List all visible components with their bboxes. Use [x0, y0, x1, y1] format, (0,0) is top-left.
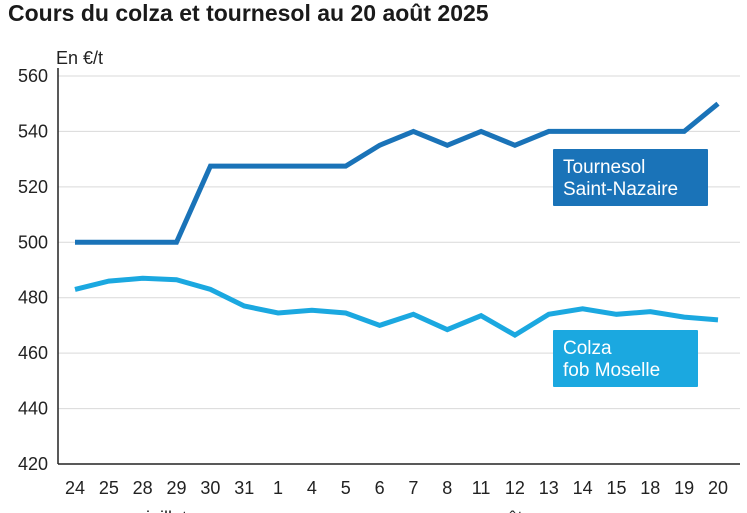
- x-tick-label: 4: [307, 478, 317, 498]
- y-tick-label: 560: [18, 66, 48, 86]
- y-tick-label: 540: [18, 121, 48, 141]
- x-tick-label: 31: [234, 478, 254, 498]
- y-tick-label: 500: [18, 232, 48, 252]
- chart-title: Cours du colza et tournesol au 20 août 2…: [8, 0, 489, 26]
- month-label: août: [487, 508, 522, 513]
- x-tick-label: 20: [708, 478, 728, 498]
- x-tick-label: 11: [472, 478, 491, 498]
- x-tick-label: 15: [606, 478, 626, 498]
- x-tick-label: 14: [573, 478, 593, 498]
- series-label-text: Colza: [563, 338, 612, 359]
- y-tick-label: 460: [18, 343, 48, 363]
- series-label-box: [553, 330, 698, 387]
- x-tick-label: 1: [273, 478, 283, 498]
- x-tick-label: 24: [65, 478, 85, 498]
- y-axis-unit-label: En €/t: [56, 48, 103, 68]
- x-tick-label: 19: [674, 478, 694, 498]
- y-tick-labels: 420 440 460 480 500 520 540 560: [18, 66, 48, 474]
- series-label-text: Tournesol: [563, 157, 645, 178]
- x-tick-label: 6: [375, 478, 385, 498]
- y-tick-label: 480: [18, 288, 48, 308]
- x-tick-label: 13: [539, 478, 559, 498]
- y-tick-label: 420: [18, 454, 48, 474]
- x-tick-label: 7: [408, 478, 418, 498]
- series-line: [74, 275, 719, 339]
- x-tick-label: 25: [99, 478, 119, 498]
- month-labels: juillet août: [145, 508, 522, 513]
- y-tick-label: 440: [18, 399, 48, 419]
- x-tick-label: 8: [442, 478, 452, 498]
- series-line: [75, 101, 720, 245]
- series-lines: [74, 101, 720, 339]
- x-tick-label: 29: [167, 478, 187, 498]
- series-label-text: Saint-Nazaire: [563, 179, 678, 200]
- x-tick-labels: 24 25 28 29 30 31 1 4 5 6 7 8 11 12 13 14 15 18 19 20: [65, 478, 728, 498]
- y-tick-label: 520: [18, 177, 48, 197]
- series-label-text: fob Moselle: [563, 360, 660, 381]
- x-tick-label: 30: [200, 478, 220, 498]
- x-tick-label: 28: [133, 478, 153, 498]
- month-label: juillet: [145, 508, 187, 513]
- x-tick-label: 5: [341, 478, 351, 498]
- x-tick-label: 12: [505, 478, 525, 498]
- series-label-box: [553, 149, 708, 206]
- x-tick-label: 18: [640, 478, 660, 498]
